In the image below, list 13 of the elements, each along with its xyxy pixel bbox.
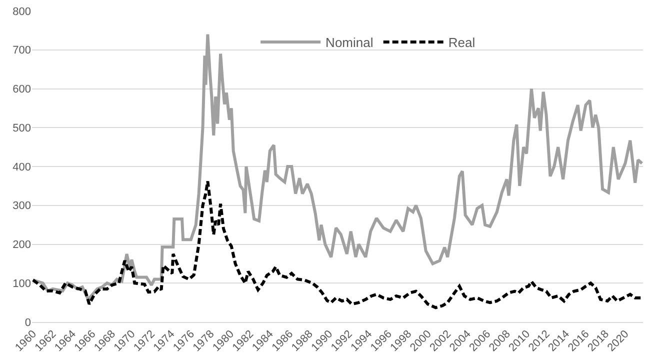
- y-tick-label: 300: [12, 200, 31, 212]
- y-tick-label: 700: [12, 44, 31, 57]
- line-series: [32, 32, 643, 301]
- y-tick-label: 600: [12, 84, 31, 96]
- y-tick-label: 0: [24, 316, 31, 329]
- y-tick-label: 400: [12, 161, 31, 174]
- line-series: [32, 180, 643, 310]
- y-tick-label: 800: [12, 6, 31, 18]
- y-tick-label: 500: [12, 122, 31, 134]
- legend-label: Real: [448, 35, 476, 50]
- y-tick-label: 100: [12, 278, 31, 290]
- legend-label: Nominal: [326, 35, 374, 50]
- y-tick-label: 200: [12, 239, 31, 252]
